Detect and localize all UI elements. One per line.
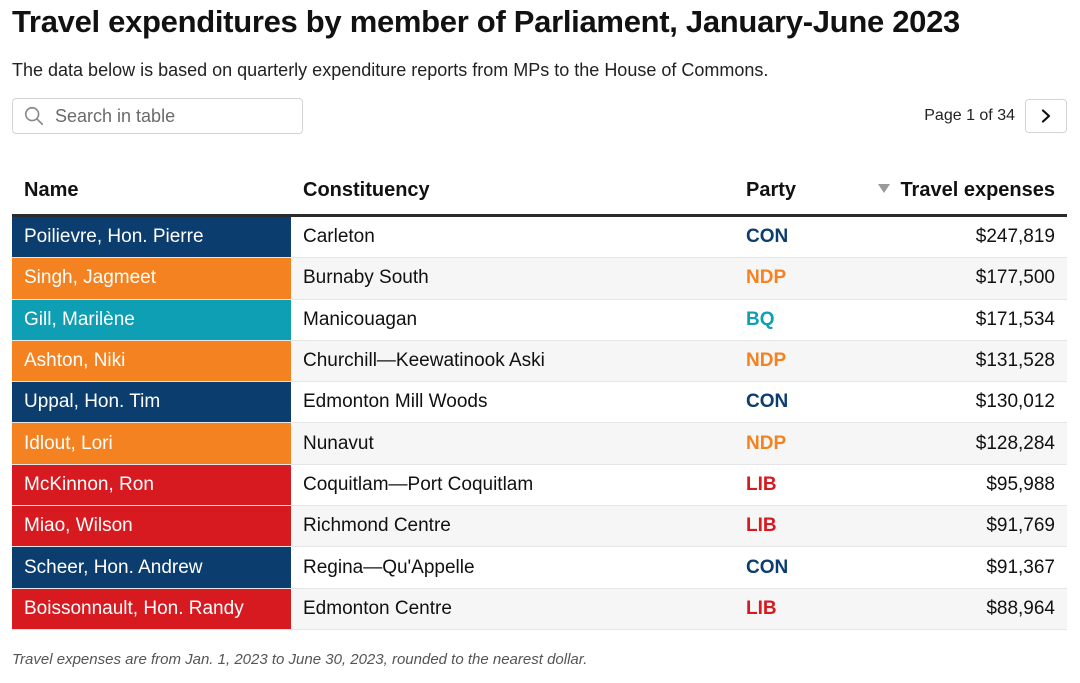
table-row: Ashton, Niki Churchill—Keewatinook Aski ND… bbox=[12, 340, 1067, 383]
search-icon bbox=[24, 106, 44, 126]
mp-name-cell: McKinnon, Ron bbox=[12, 464, 291, 507]
page-title: Travel expenditures by member of Parliam… bbox=[12, 4, 960, 39]
table-row: Boissonnault, Hon. Randy Edmonton Centre L… bbox=[12, 588, 1067, 630]
constituency-cell: Burnaby South bbox=[291, 257, 734, 300]
travel-expenses-cell: $131,528 bbox=[838, 340, 1067, 383]
mp-name-cell: Singh, Jagmeet bbox=[12, 257, 291, 300]
party-cell: NDP bbox=[734, 422, 838, 465]
mp-name-cell: Uppal, Hon. Tim bbox=[12, 381, 291, 424]
search-input[interactable] bbox=[53, 104, 297, 128]
table-row: Scheer, Hon. Andrew Regina—Qu'Appelle CON $… bbox=[12, 546, 1067, 589]
table-row: Miao, Wilson Richmond Centre LIB $91,769 bbox=[12, 505, 1067, 548]
table-row: Gill, Marilène Manicouagan BQ $171,534 bbox=[12, 299, 1067, 341]
party-cell: LIB bbox=[734, 464, 838, 507]
table-row: Singh, Jagmeet Burnaby South NDP $177,500 bbox=[12, 257, 1067, 300]
travel-expenses-cell: $91,769 bbox=[838, 505, 1067, 548]
column-header-travel-expenses-label: Travel expenses bbox=[900, 178, 1055, 201]
party-cell: NDP bbox=[734, 257, 838, 300]
mp-name-cell: Scheer, Hon. Andrew bbox=[12, 546, 291, 589]
constituency-cell: Edmonton Mill Woods bbox=[291, 381, 734, 424]
constituency-cell: Manicouagan bbox=[291, 299, 734, 341]
sort-descending-icon bbox=[878, 183, 891, 193]
mp-name-cell: Idlout, Lori bbox=[12, 422, 291, 465]
table-header-row: Name Constituency Party Travel expenses bbox=[12, 166, 1067, 217]
party-cell: CON bbox=[734, 381, 838, 424]
constituency-cell: Carleton bbox=[291, 215, 734, 259]
travel-expenses-cell: $95,988 bbox=[838, 464, 1067, 507]
next-page-button[interactable] bbox=[1025, 99, 1067, 133]
pagination: Page 1 of 34 bbox=[924, 98, 1067, 134]
travel-expenses-cell: $91,367 bbox=[838, 546, 1067, 589]
party-cell: LIB bbox=[734, 588, 838, 630]
mp-name-cell: Ashton, Niki bbox=[12, 340, 291, 383]
expenses-table: Name Constituency Party Travel expenses … bbox=[12, 166, 1067, 630]
footnote: Travel expenses are from Jan. 1, 2023 to… bbox=[12, 651, 588, 668]
page-indicator: Page 1 of 34 bbox=[924, 107, 1015, 124]
column-header-constituency[interactable]: Constituency bbox=[291, 166, 734, 217]
mp-name-cell: Gill, Marilène bbox=[12, 299, 291, 341]
table-row: McKinnon, Ron Coquitlam—Port Coquitlam LIB… bbox=[12, 464, 1067, 507]
constituency-cell: Nunavut bbox=[291, 422, 734, 465]
search-box[interactable] bbox=[12, 98, 303, 134]
constituency-cell: Regina—Qu'Appelle bbox=[291, 546, 734, 589]
party-cell: NDP bbox=[734, 340, 838, 383]
travel-expenses-cell: $247,819 bbox=[838, 215, 1067, 259]
travel-expenses-cell: $171,534 bbox=[838, 299, 1067, 341]
travel-expenses-cell: $130,012 bbox=[838, 381, 1067, 424]
table-row: Poilievre, Hon. Pierre Carleton CON $247,81… bbox=[12, 215, 1067, 259]
column-header-party[interactable]: Party bbox=[734, 166, 838, 217]
mp-name-cell: Boissonnault, Hon. Randy bbox=[12, 588, 291, 630]
column-header-name[interactable]: Name bbox=[12, 166, 291, 217]
table-row: Uppal, Hon. Tim Edmonton Mill Woods CON $13… bbox=[12, 381, 1067, 424]
page-subtitle: The data below is based on quarterly exp… bbox=[12, 60, 769, 80]
travel-expenses-cell: $88,964 bbox=[838, 588, 1067, 630]
constituency-cell: Churchill—Keewatinook Aski bbox=[291, 340, 734, 383]
constituency-cell: Coquitlam—Port Coquitlam bbox=[291, 464, 734, 507]
travel-expenses-cell: $177,500 bbox=[838, 257, 1067, 300]
party-cell: CON bbox=[734, 546, 838, 589]
party-cell: CON bbox=[734, 215, 838, 259]
party-cell: LIB bbox=[734, 505, 838, 548]
chevron-right-icon bbox=[1041, 109, 1051, 123]
travel-expenses-cell: $128,284 bbox=[838, 422, 1067, 465]
party-cell: BQ bbox=[734, 299, 838, 341]
mp-name-cell: Poilievre, Hon. Pierre bbox=[12, 215, 291, 259]
table-row: Idlout, Lori Nunavut NDP $128,284 bbox=[12, 422, 1067, 465]
constituency-cell: Edmonton Centre bbox=[291, 588, 734, 630]
column-header-travel-expenses[interactable]: Travel expenses bbox=[838, 166, 1067, 217]
mp-name-cell: Miao, Wilson bbox=[12, 505, 291, 548]
constituency-cell: Richmond Centre bbox=[291, 505, 734, 548]
